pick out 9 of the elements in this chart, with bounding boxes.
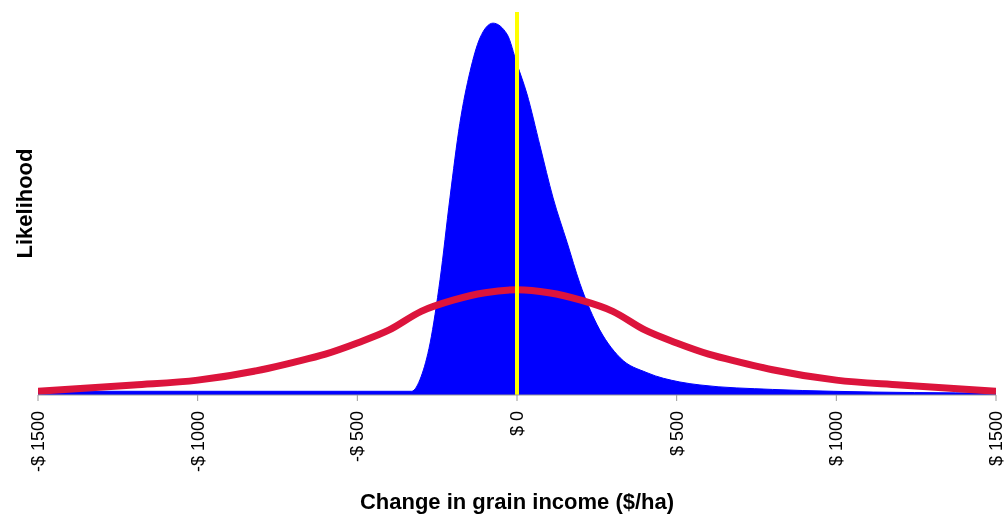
x-tick-label: -$ 1500 [28,411,48,473]
x-axis-title: Change in grain income ($/ha) [359,489,675,514]
x-tick-label: $ 1500 [986,411,1006,467]
x-tick-label: -$ 1000 [187,411,208,473]
x-tick-label: -$ 500 [347,411,368,463]
x-tick-label: $ 500 [666,411,687,457]
y-axis-title: Likelihood [11,148,37,259]
x-tick-label: $ 0 [507,411,527,437]
x-tick-label: $ 1000 [826,411,847,467]
